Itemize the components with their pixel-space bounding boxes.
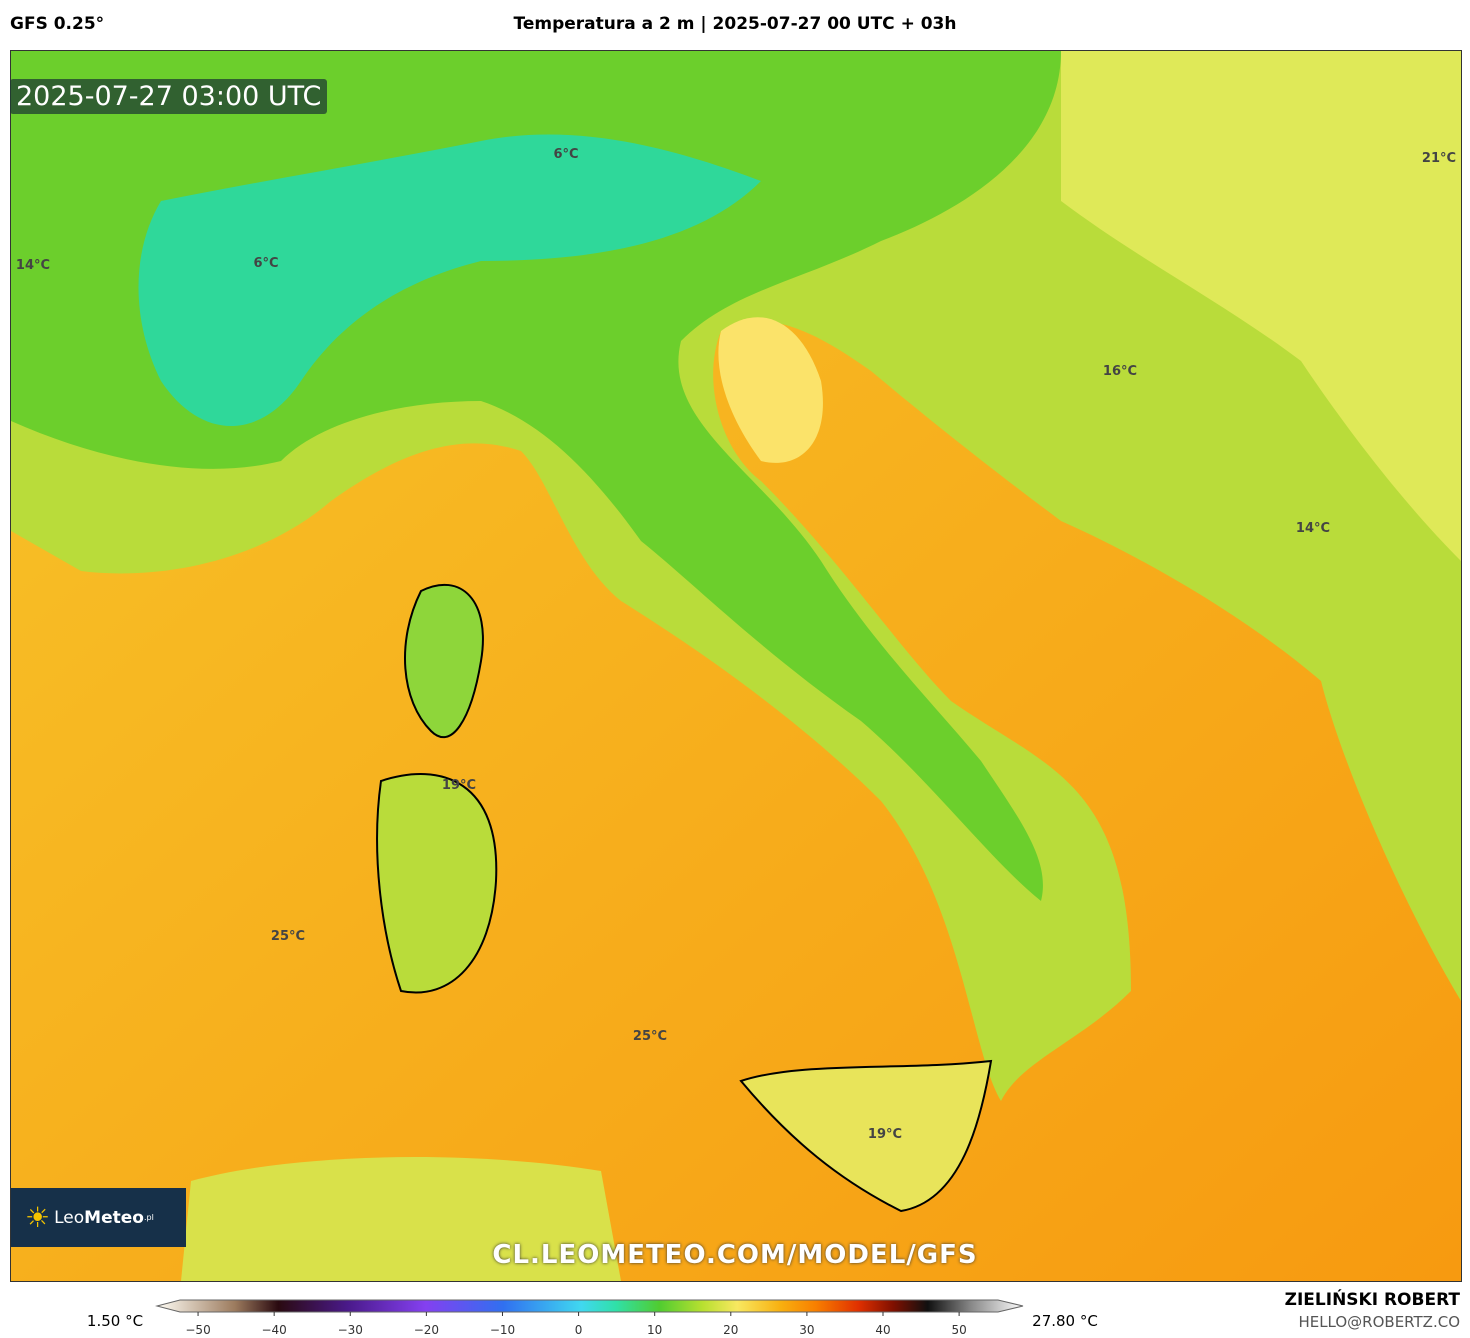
africa: [181, 1157, 621, 1281]
alps: [138, 134, 761, 426]
email: HELLO@ROBERTZ.CO: [1298, 1313, 1460, 1331]
temp-label: 25°C: [271, 929, 305, 944]
temp-label: 21°C: [1422, 151, 1456, 166]
temp-label: 6°C: [553, 147, 578, 162]
model-name: GFS 0.25°: [10, 14, 105, 34]
colorbar-tick-label: 50: [951, 1323, 966, 1337]
timestamp: 2025-07-27 03:00 UTC: [10, 79, 328, 114]
corsica: [404, 583, 484, 738]
colorbar-ramp: [155, 1299, 1024, 1313]
author: ZIELIŃSKI ROBERT: [1284, 1290, 1460, 1310]
colorbar-tick-label: 30: [799, 1323, 814, 1337]
colorbar-tick-label: −10: [490, 1323, 515, 1337]
temp-label: 19°C: [868, 1127, 902, 1142]
temp-label: 16°C: [1103, 364, 1137, 379]
map: 6°C 6°C 14°C 21°C 16°C 14°C 19°C 25°C 25…: [10, 50, 1462, 1282]
map-title: Temperatura a 2 m | 2025-07-27 00 UTC + …: [513, 14, 957, 34]
sardinia: [376, 773, 498, 994]
colorbar-tick-label: −30: [338, 1323, 363, 1337]
sicily: [739, 1059, 993, 1213]
colorbar-tick-label: 0: [575, 1323, 583, 1337]
colorbar-tick-label: 10: [647, 1323, 662, 1337]
colorbar-max: 27.80 °C: [1032, 1312, 1098, 1330]
colorbar-tick-label: 20: [723, 1323, 738, 1337]
temp-label: 14°C: [16, 258, 50, 273]
logo-suffix: .pl: [143, 1213, 154, 1222]
colorbar-min: 1.50 °C: [87, 1312, 143, 1330]
logo: ☀ Leo Meteo .pl: [11, 1188, 186, 1247]
temp-label: 25°C: [633, 1029, 667, 1044]
colorbar-tick-label: −50: [185, 1323, 210, 1337]
colorbar-tick-label: −20: [414, 1323, 439, 1337]
temp-label: 6°C: [253, 256, 278, 271]
logo-name: Leo: [54, 1207, 85, 1228]
temp-label: 19°C: [442, 778, 476, 793]
watermark: CL.LEOMETEO.COM/MODEL/GFS: [492, 1240, 978, 1270]
east-land: [1061, 51, 1461, 561]
logo-bold: Meteo: [84, 1207, 144, 1228]
coast: [718, 317, 823, 463]
colorbar: 1.50 °C 27.80 °C −50 −40 −30 −20 −10 0 10 20 30 4…: [87, 1299, 1098, 1337]
sun-icon: ☀: [25, 1201, 51, 1234]
colorbar-tick-label: 40: [875, 1323, 890, 1337]
colorbar-tick-label: −40: [261, 1323, 286, 1337]
temp-label: 14°C: [1296, 521, 1330, 536]
